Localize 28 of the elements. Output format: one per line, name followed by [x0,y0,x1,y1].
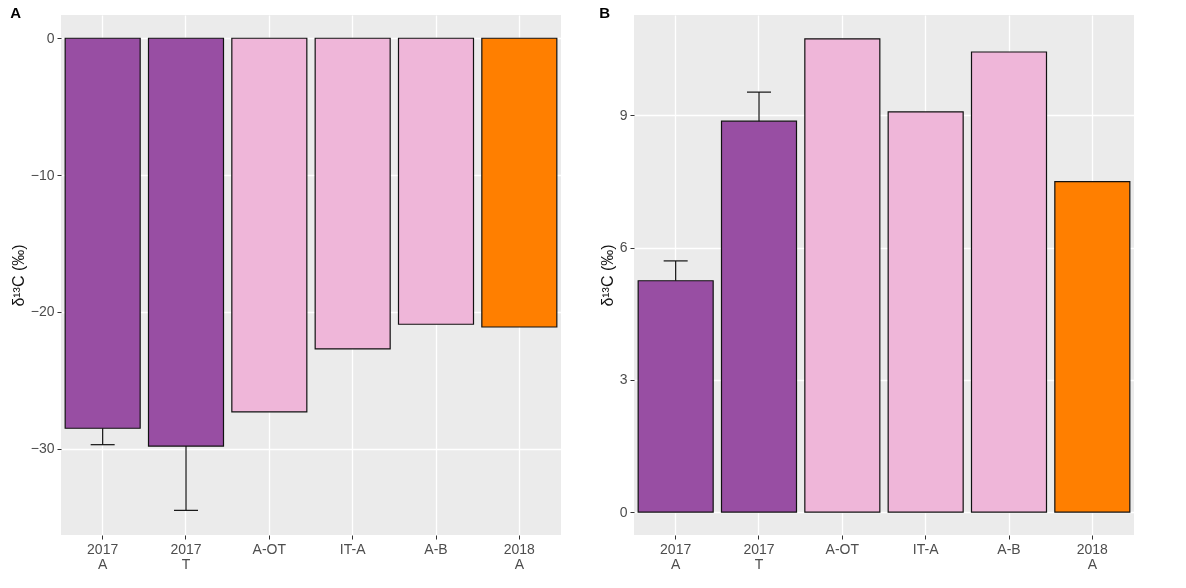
bar [887,111,964,513]
chart-title: A [10,4,22,21]
x-tick-label: IT-A [912,540,940,557]
y-axis-title: δ¹³C (‰) [598,244,616,307]
x-tick-label: A-B [424,540,448,557]
bar [1054,180,1131,513]
x-tick-label: IT-A [339,540,367,557]
x-tick-label: 2017 T [743,540,775,572]
y-tick-label: 9 [619,106,628,123]
x-tick-label: 2017 A [660,540,692,572]
x-tick-label: 2018 A [1076,540,1109,572]
y-tick-label: 0 [619,503,628,520]
y-axis-title: δ¹³C (‰) [9,244,27,307]
x-tick-label: 2017 A [87,540,119,572]
y-tick-label: 6 [619,239,628,256]
chart-title: B [599,4,611,21]
x-tick-label: A-B [997,540,1021,557]
y-tick-label: 0 [46,29,55,46]
x-tick-label: A-OT [252,540,287,557]
x-tick-label: 2018 A [503,540,536,572]
y-tick-label: 3 [619,371,628,388]
x-tick-label: A-OT [825,540,860,557]
y-tick-label: −30 [30,440,55,457]
y-tick-label: −10 [30,166,55,183]
y-tick-label: −20 [30,303,55,320]
bar [804,38,881,513]
bar [970,51,1048,513]
x-tick-label: 2017 T [170,540,202,572]
